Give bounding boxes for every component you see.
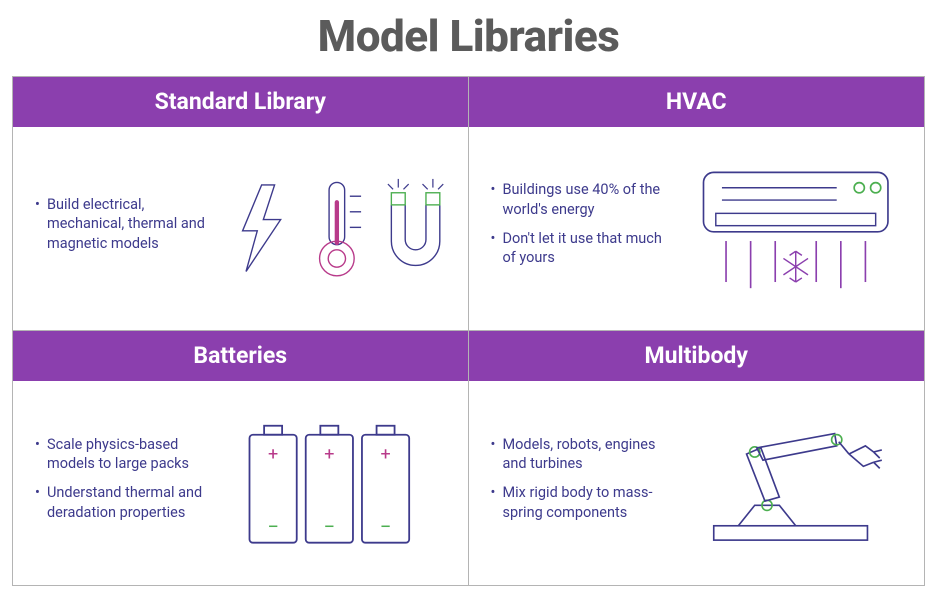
cell-body-multibody: Models, robots, engines and turbines Mix…: [469, 381, 925, 585]
svg-text:−: −: [323, 515, 335, 539]
cell-hvac: HVAC Buildings use 40% of the world's en…: [469, 77, 925, 331]
svg-text:+: +: [380, 443, 390, 464]
bullet-item: Build electrical, mechanical, thermal an…: [35, 195, 219, 254]
cell-standard: Standard Library Build electrical, mecha…: [13, 77, 469, 331]
svg-text:−: −: [267, 515, 279, 539]
standard-library-icon: [227, 172, 452, 284]
svg-text:+: +: [268, 443, 278, 464]
multibody-icon: [683, 411, 908, 554]
cell-header-hvac: HVAC: [469, 77, 925, 127]
bullets-hvac: Buildings use 40% of the world's energy …: [491, 180, 683, 276]
bullets-batteries: Scale physics-based models to large pack…: [35, 435, 227, 531]
cell-header-multibody: Multibody: [469, 331, 925, 381]
library-grid: Standard Library Build electrical, mecha…: [12, 76, 925, 586]
bullet-item: Scale physics-based models to large pack…: [35, 435, 219, 474]
cell-body-standard: Build electrical, mechanical, thermal an…: [13, 127, 468, 330]
bullets-standard: Build electrical, mechanical, thermal an…: [35, 195, 227, 263]
cell-body-hvac: Buildings use 40% of the world's energy …: [469, 127, 925, 330]
svg-text:−: −: [379, 515, 391, 539]
cell-batteries: Batteries Scale physics-based models to …: [13, 331, 469, 585]
bullet-item: Don't let it use that much of yours: [491, 229, 675, 268]
batteries-icon: + − + − + −: [227, 410, 452, 556]
bullet-item: Models, robots, engines and turbines: [491, 435, 675, 474]
cell-header-standard: Standard Library: [13, 77, 468, 127]
page-title: Model Libraries: [0, 0, 937, 76]
cell-multibody: Multibody Models, robots, engines and tu…: [469, 331, 925, 585]
cell-body-batteries: Scale physics-based models to large pack…: [13, 381, 468, 585]
svg-text:+: +: [324, 443, 334, 464]
bullet-item: Mix rigid body to mass-spring components: [491, 483, 675, 522]
bullets-multibody: Models, robots, engines and turbines Mix…: [491, 435, 683, 531]
bullet-item: Buildings use 40% of the world's energy: [491, 180, 675, 219]
bullet-item: Understand thermal and deradation proper…: [35, 483, 219, 522]
cell-header-batteries: Batteries: [13, 331, 468, 381]
hvac-icon: [683, 157, 908, 300]
